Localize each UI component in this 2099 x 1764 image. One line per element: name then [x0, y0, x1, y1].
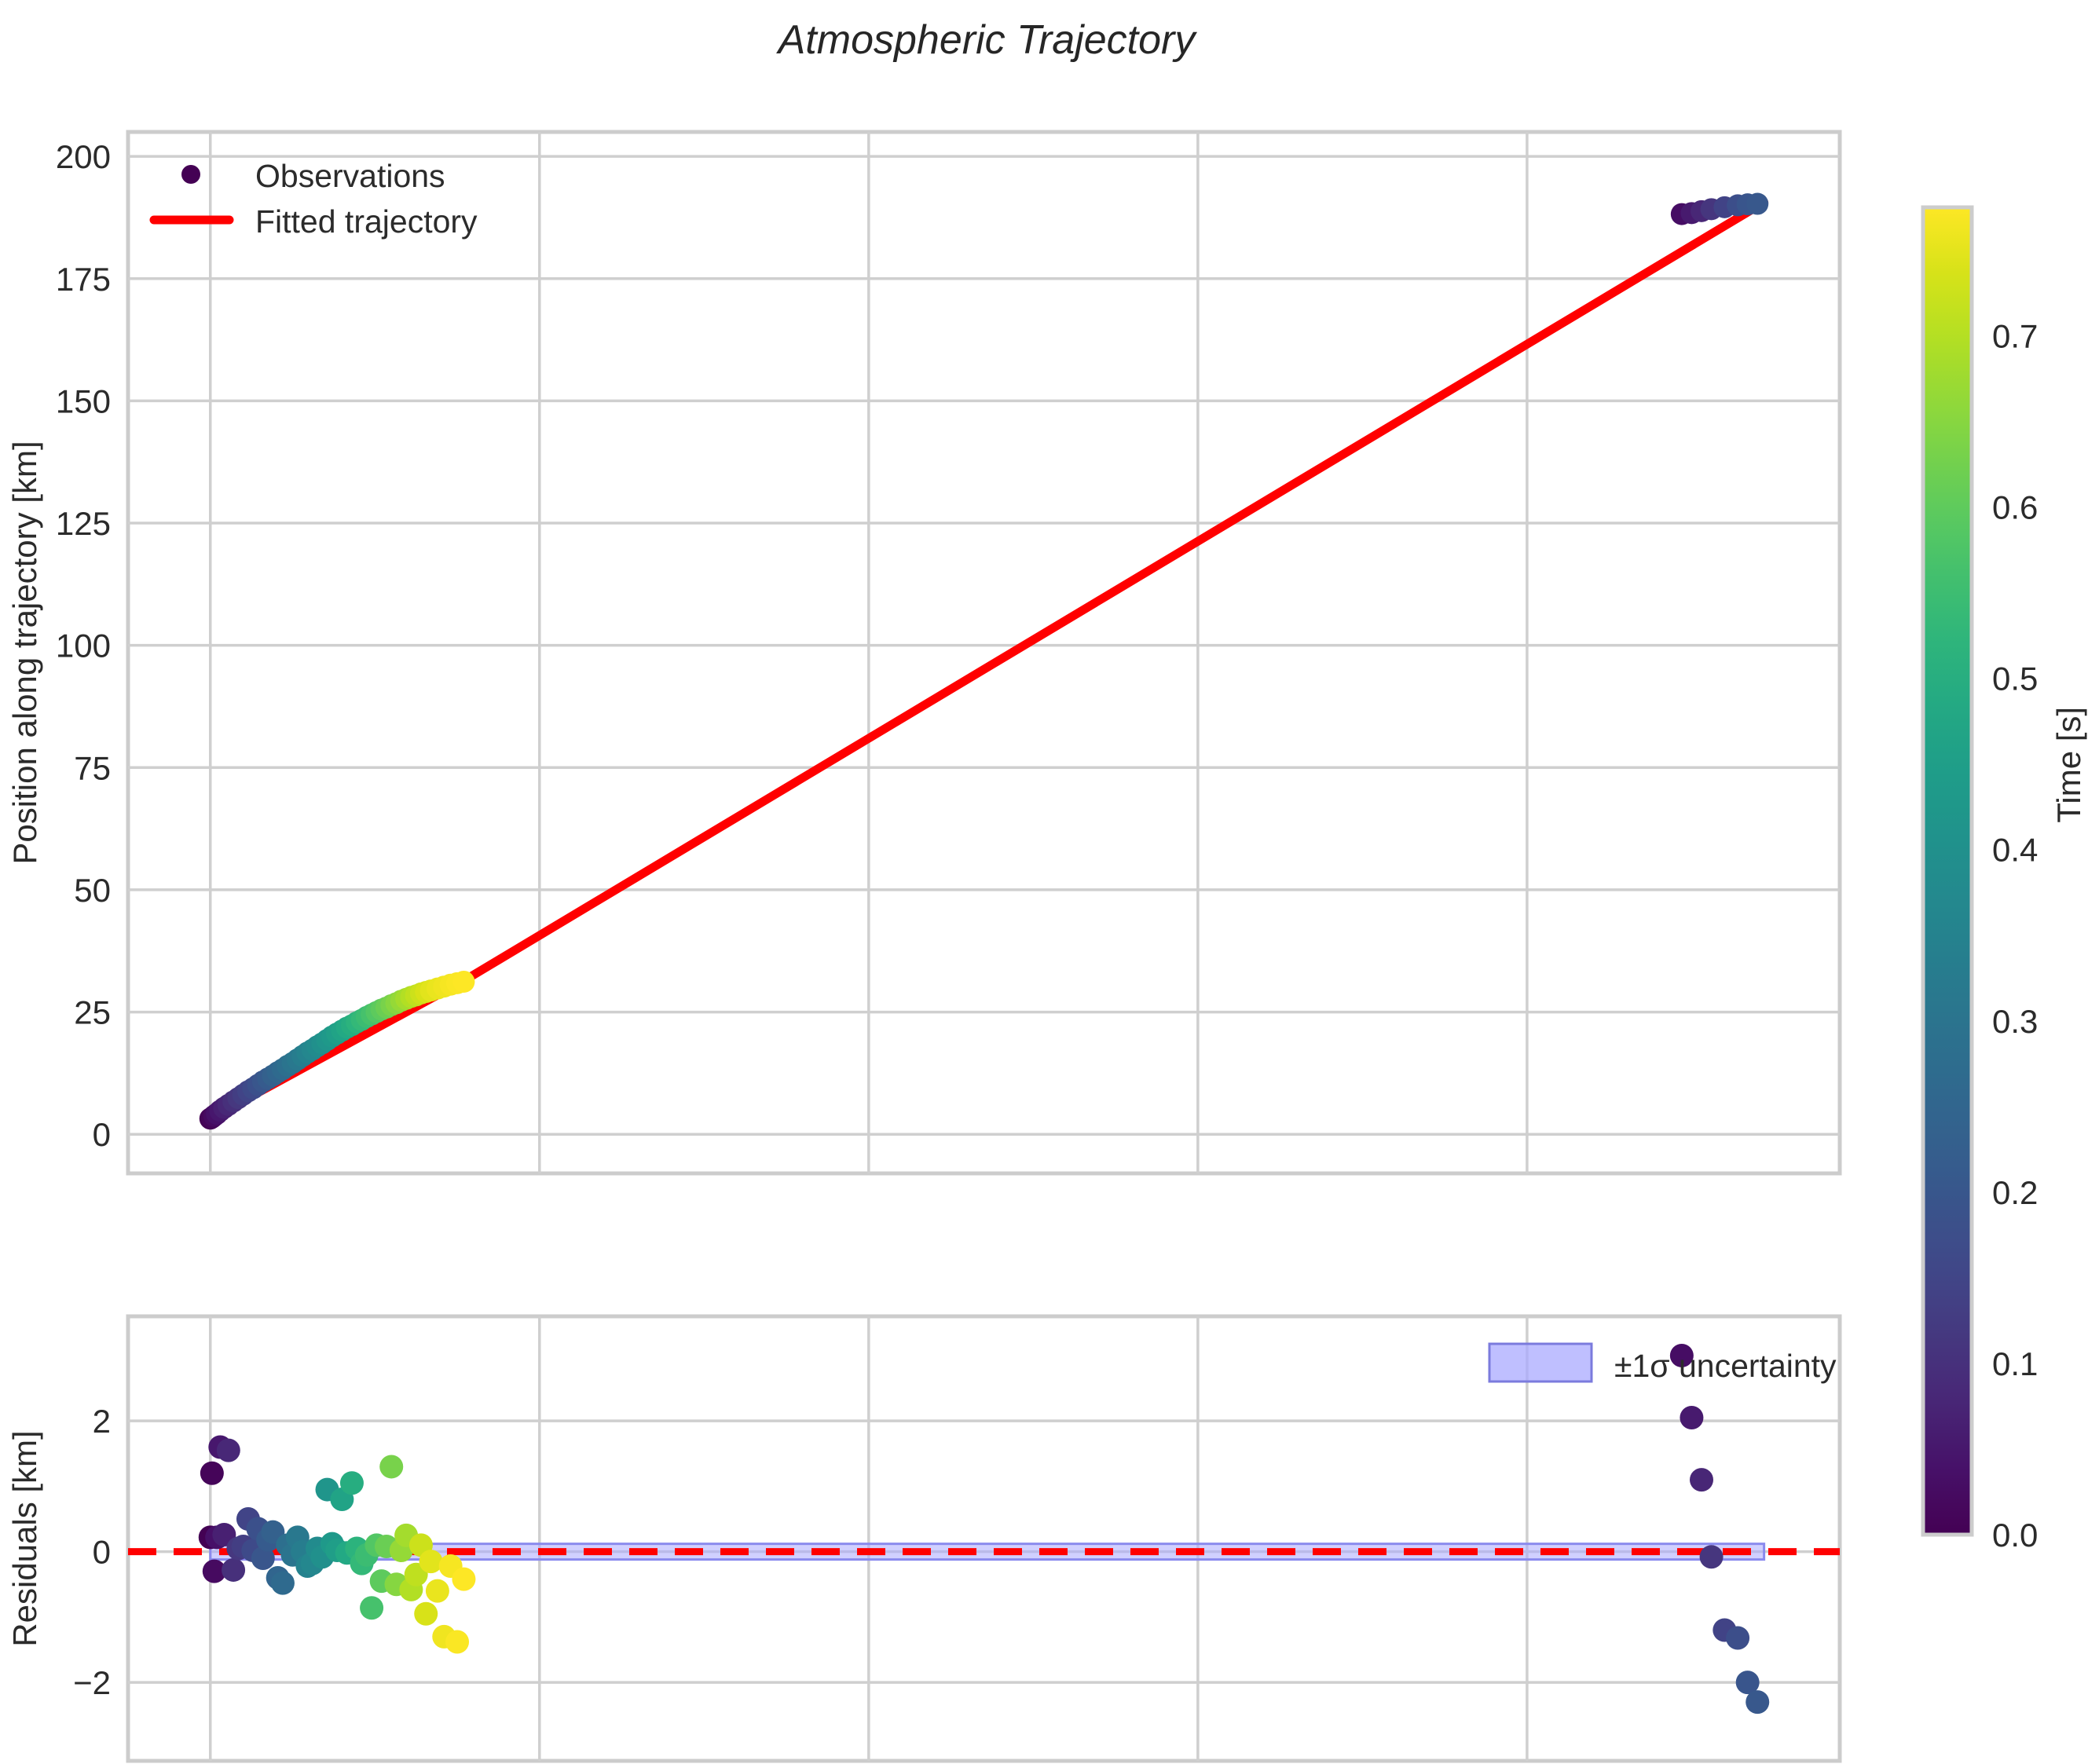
residual-point	[379, 1455, 404, 1479]
residuals-y-axis-label: Residuals [km]	[6, 1430, 43, 1646]
residual-point	[1735, 1671, 1760, 1695]
residual-point	[445, 1630, 470, 1654]
y-tick-label: 25	[74, 994, 111, 1031]
residual-point	[1699, 1545, 1724, 1569]
colorbar-tick-label: 0.3	[1992, 1003, 2038, 1040]
residual-point	[360, 1596, 384, 1620]
chart-title: Atmospheric Trajectory	[776, 17, 1198, 63]
residual-point	[1680, 1406, 1704, 1430]
residual-point	[270, 1571, 295, 1595]
colorbar-tick-label: 0.1	[1992, 1345, 2038, 1382]
legend-patch-uncertainty	[1488, 1342, 1593, 1383]
residual-point	[216, 1438, 240, 1462]
legend-label-observations: Observations	[255, 158, 445, 194]
y-tick-label: 75	[74, 749, 111, 786]
trajectory-panel: Observations Fitted trajectory	[126, 130, 1842, 1176]
y-tick-label: 125	[56, 505, 111, 542]
colorbar-axis-label: Time [s]	[2050, 707, 2087, 823]
residual-points	[198, 1343, 1770, 1715]
residual-point	[452, 1567, 476, 1591]
trajectory-legend: Observations Fitted trajectory	[149, 158, 478, 240]
residual-point	[425, 1579, 449, 1603]
observation-points	[199, 192, 1769, 1130]
colorbar-tick-label: 0.6	[1992, 489, 2038, 526]
y-tick-label: 200	[56, 138, 111, 175]
legend-label-fitted-trajectory: Fitted trajectory	[255, 203, 478, 240]
observation-point	[452, 970, 475, 993]
residual-point	[251, 1546, 275, 1570]
colorbar-tick-label: 0.2	[1992, 1174, 2038, 1211]
colorbar: 0.0 0.1 0.2 0.3 0.4 0.5 0.6 0.7 Time [s]	[1921, 205, 2087, 1554]
residual-point	[1726, 1626, 1750, 1650]
residuals-panel: ±1σ uncertainty	[126, 1314, 1842, 1763]
colorbar-tick-label: 0.4	[1992, 832, 2038, 869]
residual-point	[200, 1461, 224, 1485]
y-tick-label: 175	[56, 261, 111, 298]
residuals-legend: ±1σ uncertainty	[1488, 1342, 1837, 1384]
residual-point	[222, 1557, 246, 1582]
y-tick-label: 100	[56, 628, 111, 664]
residual-point	[1669, 1343, 1694, 1367]
legend-marker-observations	[181, 165, 200, 184]
legend-label-uncertainty: ±1σ uncertainty	[1614, 1348, 1837, 1384]
residual-point	[419, 1550, 443, 1574]
residual-point	[339, 1471, 364, 1495]
y-tick-label: 150	[56, 382, 111, 419]
colorbar-tick-label: 0.5	[1992, 661, 2038, 697]
residual-point	[1690, 1468, 1714, 1492]
residual-point	[414, 1601, 438, 1626]
y-tick-label: 0	[93, 1116, 111, 1153]
residual-y-tick-label: 2	[93, 1403, 111, 1440]
residual-point	[202, 1559, 226, 1583]
colorbar-gradient	[1921, 205, 1974, 1537]
colorbar-tick-label: 0.0	[1992, 1517, 2038, 1554]
observation-point	[1746, 192, 1769, 215]
colorbar-tick-label: 0.7	[1992, 318, 2038, 355]
uncertainty-band	[209, 1543, 1766, 1561]
residual-y-tick-label: 0	[93, 1534, 111, 1571]
y-tick-label: 50	[74, 872, 111, 909]
residual-point	[1746, 1690, 1770, 1715]
trajectory-y-axis-label: Position along trajectory [km]	[6, 441, 43, 864]
residual-y-tick-label: −2	[73, 1664, 111, 1701]
